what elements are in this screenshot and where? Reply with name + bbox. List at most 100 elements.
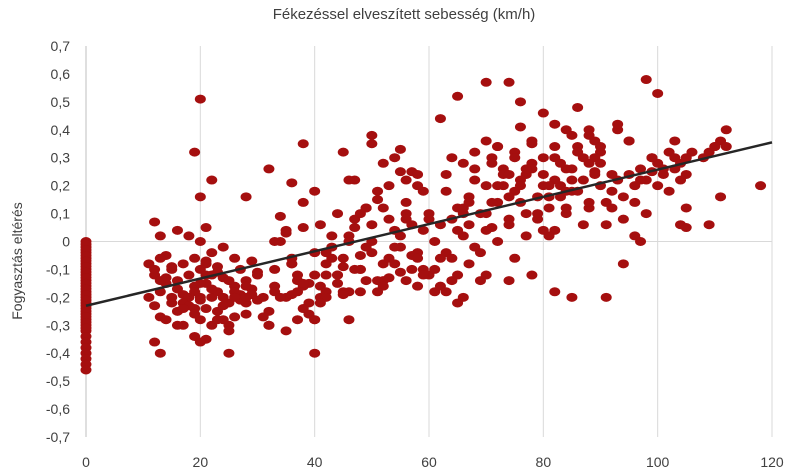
data-point	[337, 290, 349, 300]
data-point	[480, 270, 492, 280]
data-point	[629, 231, 641, 241]
data-point	[337, 253, 349, 263]
data-point	[217, 292, 229, 302]
data-point	[623, 136, 635, 146]
y-tick-label: 0	[62, 234, 70, 250]
data-point	[200, 223, 212, 233]
data-point	[595, 142, 606, 152]
data-point	[652, 181, 664, 191]
data-point	[429, 264, 441, 274]
data-point	[503, 276, 515, 286]
data-point	[240, 192, 252, 202]
data-point	[566, 292, 578, 302]
x-tick-label: 80	[536, 454, 552, 470]
data-point	[434, 114, 446, 124]
data-point	[526, 139, 538, 149]
data-point	[412, 169, 424, 179]
chart-title: Fékezéssel elveszített sebesség (km/h)	[273, 6, 536, 23]
data-point	[412, 181, 424, 191]
data-point	[526, 270, 538, 280]
data-point	[154, 231, 166, 241]
y-tick-label: -0,3	[46, 317, 70, 333]
data-point	[354, 287, 366, 297]
data-point	[177, 304, 189, 314]
data-point	[377, 158, 389, 168]
data-point	[166, 292, 178, 302]
data-point	[514, 181, 526, 191]
y-tick-label: -0,5	[46, 373, 70, 389]
data-point	[332, 270, 344, 280]
data-point	[446, 253, 458, 263]
data-point	[206, 248, 218, 258]
data-point	[309, 270, 321, 280]
data-point	[194, 237, 206, 246]
data-point	[600, 292, 612, 302]
data-point	[194, 94, 206, 104]
data-point	[663, 186, 675, 196]
data-point	[183, 270, 195, 280]
data-point	[640, 75, 652, 85]
data-point	[566, 164, 578, 174]
data-point	[366, 130, 378, 140]
data-point	[194, 337, 206, 347]
y-tick-label: -0,4	[46, 345, 70, 361]
data-point	[143, 292, 155, 302]
data-point	[149, 264, 161, 274]
data-point	[229, 253, 241, 263]
data-point	[372, 287, 384, 297]
data-point	[246, 256, 258, 266]
data-point	[537, 108, 549, 118]
data-point	[434, 253, 446, 263]
data-point	[343, 175, 355, 185]
data-point	[680, 203, 692, 213]
data-point	[480, 77, 492, 87]
data-point	[452, 91, 464, 101]
data-points	[80, 75, 767, 375]
x-tick-label: 20	[193, 454, 209, 470]
data-point	[360, 242, 372, 252]
data-point	[366, 220, 378, 230]
data-point	[274, 211, 286, 221]
data-point	[583, 197, 595, 207]
data-point	[595, 158, 606, 168]
data-point	[149, 337, 161, 347]
data-point	[537, 153, 549, 163]
y-tick-label: 0,4	[51, 122, 71, 138]
data-point	[80, 323, 92, 333]
data-point	[543, 203, 555, 213]
data-point	[229, 292, 241, 302]
data-point	[80, 365, 92, 375]
data-point	[269, 264, 281, 274]
data-point	[469, 175, 481, 185]
data-point	[440, 186, 452, 196]
data-point	[240, 309, 252, 319]
data-point	[297, 197, 309, 207]
data-point	[509, 153, 521, 163]
data-point	[720, 142, 732, 152]
x-tick-label: 0	[82, 454, 90, 470]
data-point	[520, 231, 532, 241]
data-point	[646, 153, 658, 163]
data-point	[309, 186, 321, 196]
y-axis-title: Fogyasztás eltérés	[9, 202, 25, 320]
data-point	[372, 195, 384, 205]
data-point	[160, 315, 172, 325]
data-point	[166, 262, 178, 272]
data-point	[194, 192, 206, 202]
data-point	[709, 142, 721, 152]
data-point	[171, 284, 183, 294]
data-point	[263, 164, 275, 174]
data-point	[503, 220, 515, 230]
data-point	[612, 119, 624, 129]
data-point	[566, 130, 578, 140]
data-point	[200, 259, 212, 269]
data-point	[314, 220, 326, 230]
data-point	[206, 175, 218, 185]
data-point	[583, 125, 595, 135]
data-point	[617, 214, 629, 224]
data-point	[297, 278, 309, 288]
data-point	[149, 217, 161, 227]
data-point	[280, 225, 292, 235]
data-point	[400, 214, 412, 224]
